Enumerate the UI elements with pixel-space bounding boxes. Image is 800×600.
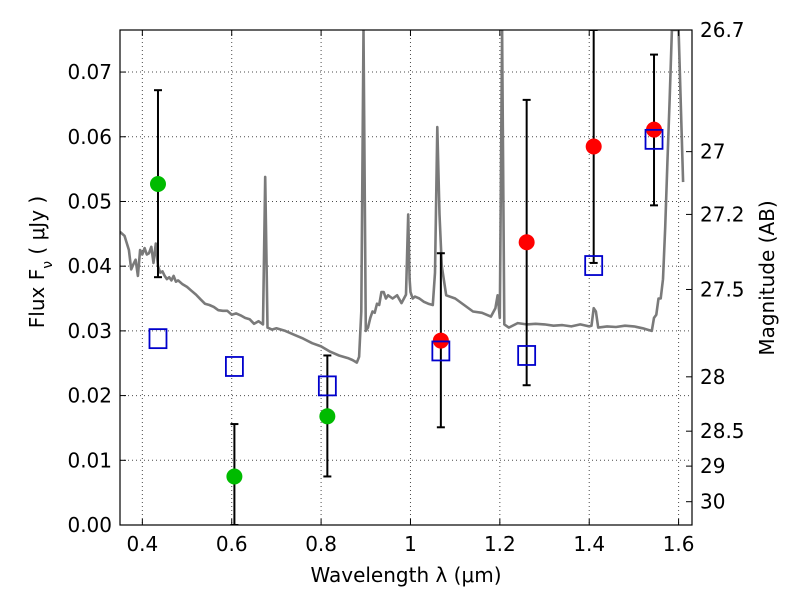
x-tick-label: 1 [404, 532, 417, 556]
y-tick-label: 0.04 [67, 254, 112, 278]
right-tick-label: 26.7 [700, 18, 745, 42]
plot-frame [119, 29, 693, 526]
tick-labels: 0.4 0.6 0.8 1 1.2 1.4 1.6 0.00 0.01 0.02 0.03 0.04 0… [67, 18, 744, 556]
model-photometry-square [644, 128, 664, 150]
model-photometry-square [517, 345, 537, 366]
model-photometry-square [431, 340, 451, 362]
y-tick-label: 0.03 [67, 319, 112, 343]
model-photometry-square [148, 328, 168, 350]
x-tick-label: 0.4 [126, 532, 158, 556]
right-tick-label: 27.5 [700, 277, 745, 301]
x-tick-label: 1.2 [484, 532, 516, 556]
right-tick-label: 27 [700, 140, 725, 164]
green-data-point [149, 176, 166, 192]
right-tick-label: 27.2 [700, 202, 745, 226]
y-tick-label: 0.02 [67, 384, 112, 408]
y-tick-label: 0.00 [67, 513, 112, 537]
x-axis-title: Wavelength λ (μm) [310, 563, 501, 587]
y-tick-label: 0.01 [67, 448, 112, 472]
x-tick-label: 0.8 [305, 532, 337, 556]
green-data-point [319, 408, 336, 425]
right-tick-label: 29 [700, 454, 725, 478]
x-tick-label: 1.4 [573, 532, 605, 556]
y-tick-label: 0.07 [67, 60, 112, 84]
right-tick-label: 30 [700, 490, 725, 514]
y-tick-label: 0.06 [67, 125, 112, 149]
red-data-point [585, 138, 602, 155]
y-axis-title-left: Flux Fν ( μJy ) [25, 196, 56, 328]
right-tick-label: 28.5 [700, 419, 745, 443]
x-tick-label: 1.6 [663, 532, 695, 556]
model-photometry-square [317, 375, 337, 397]
red-data-point [518, 234, 535, 251]
x-tick-label: 0.6 [216, 532, 248, 556]
model-spectrum-line [120, 30, 685, 364]
right-tick-label: 28 [700, 365, 725, 389]
green-data-point [226, 468, 243, 485]
data-markers [148, 121, 664, 485]
y-tick-label: 0.05 [67, 189, 112, 213]
model-spectrum [120, 30, 685, 364]
ticks [120, 29, 692, 526]
model-photometry-square [584, 255, 604, 276]
model-photometry-square [224, 356, 244, 377]
y-axis-title-right: Magnitude (AB) [755, 200, 779, 355]
